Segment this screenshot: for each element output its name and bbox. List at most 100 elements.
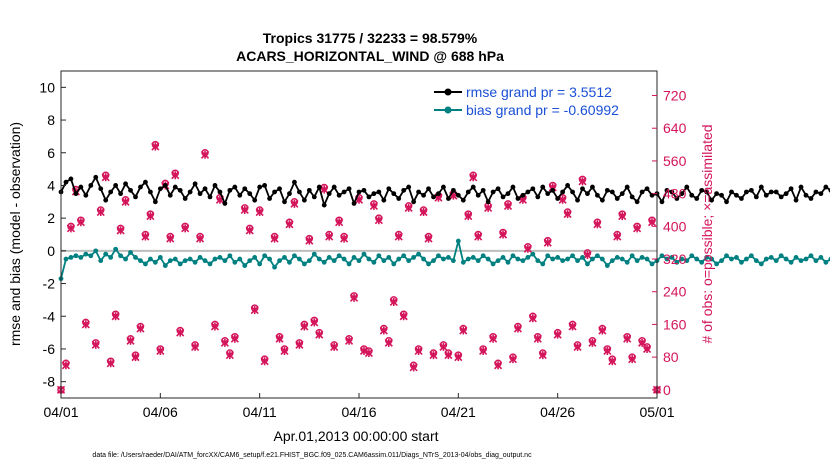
bias-point <box>485 256 491 262</box>
obs-assimilated-marker <box>623 334 632 343</box>
bias-series <box>58 238 830 282</box>
obs-assimilated-marker <box>200 150 210 159</box>
bias-point <box>426 261 431 267</box>
obs-assimilated-marker <box>409 363 418 372</box>
bias-point <box>212 256 218 262</box>
bias-point <box>470 254 476 260</box>
bias-point <box>744 256 749 262</box>
x-axis-label: Apr.01,2013 00:00:00 start <box>273 428 438 444</box>
rmse-point <box>232 184 238 190</box>
obs-assimilated-marker <box>543 238 552 247</box>
rmse-point <box>694 196 700 201</box>
bias-point <box>505 259 511 265</box>
obs-assimilated-marker <box>76 218 85 227</box>
bias-point <box>277 258 282 264</box>
rmse-point <box>133 194 138 200</box>
rmse-point <box>614 196 620 201</box>
bias-point <box>187 256 193 262</box>
rmse-point <box>475 192 481 198</box>
obs-assimilated-marker <box>96 207 105 217</box>
bias-point <box>639 254 645 260</box>
bias-point <box>252 254 258 260</box>
obs-assimilated-marker <box>593 220 602 229</box>
bias-point <box>356 258 362 264</box>
bias-point <box>386 254 392 260</box>
rmse-point <box>565 183 570 188</box>
bias-point <box>788 259 794 265</box>
rmse-point <box>540 184 546 190</box>
rmse-point <box>287 191 292 197</box>
rmse-point <box>748 187 754 193</box>
bias-point <box>108 254 114 260</box>
obs-assimilated-marker <box>116 226 125 235</box>
obs-assimilated-marker <box>633 224 642 233</box>
rmse-point <box>480 187 486 193</box>
rmse-point <box>247 191 253 197</box>
bias-point <box>525 254 531 260</box>
obs-assimilated-marker <box>464 212 473 221</box>
obs-assimilated-marker <box>230 334 239 343</box>
bias-point <box>480 253 486 259</box>
legend-bias-marker <box>444 106 452 114</box>
rmse-point <box>401 187 407 193</box>
obs-assimilated-marker <box>300 322 309 331</box>
bias-point <box>237 256 243 262</box>
obs-assimilated-marker <box>126 336 135 345</box>
obs-assimilated-marker <box>558 195 567 204</box>
rmse-point <box>63 179 69 185</box>
obs-assimilated-marker <box>374 216 383 225</box>
rmse-point <box>570 189 575 195</box>
obs-assimilated-marker <box>533 334 542 343</box>
bias-point <box>421 256 426 262</box>
bias-point <box>446 254 451 260</box>
obs-assimilated-marker <box>315 330 324 339</box>
rmse-point <box>227 187 233 193</box>
rmse-point <box>411 199 417 205</box>
bias-point <box>734 254 739 260</box>
obs-assimilated-marker <box>305 236 314 245</box>
bias-point <box>813 258 819 264</box>
obs-assimilated-marker <box>429 351 438 360</box>
obs-assimilated-marker <box>220 338 229 347</box>
obs-assimilated-marker <box>275 334 284 343</box>
rmse-point <box>450 187 456 193</box>
obs-assimilated-marker <box>349 293 359 302</box>
bias-point <box>361 251 367 257</box>
bias-point <box>143 261 148 267</box>
bias-point <box>763 256 769 262</box>
rmse-point <box>798 184 804 190</box>
obs-assimilated-marker <box>250 306 259 315</box>
rmse-point <box>604 187 610 193</box>
rmse-point <box>123 181 128 187</box>
obs-assimilated-marker <box>513 324 522 333</box>
rmse-point <box>93 174 99 180</box>
x-tick-label: 05/01 <box>639 404 674 420</box>
obs-assimilated-marker <box>240 205 249 215</box>
rmse-point <box>803 192 809 198</box>
rmse-point <box>560 189 566 195</box>
rmse-point <box>366 194 372 200</box>
rmse-point <box>162 183 168 188</box>
bias-point <box>232 259 238 265</box>
rmse-point <box>143 179 148 185</box>
x-tick-label: 04/21 <box>441 404 476 420</box>
obs-assimilated-marker <box>280 346 289 356</box>
rmse-point <box>679 191 685 197</box>
obs-assimilated-marker <box>563 209 572 219</box>
bias-point <box>78 254 84 260</box>
obs-assimilated-marker <box>171 171 180 180</box>
bias-point <box>341 256 347 262</box>
bias-point <box>565 256 570 262</box>
rmse-point <box>381 197 387 203</box>
bias-point <box>664 256 670 262</box>
obs-assimilated-marker <box>628 355 637 364</box>
obs-assimilated-marker <box>474 232 483 241</box>
bias-point <box>346 261 352 267</box>
bias-point <box>396 256 402 262</box>
obs-assimilated-marker <box>379 326 388 335</box>
rmse-point <box>753 194 759 200</box>
rmse-point <box>416 189 421 195</box>
rmse-point <box>490 189 496 195</box>
rmse-point <box>788 186 794 192</box>
